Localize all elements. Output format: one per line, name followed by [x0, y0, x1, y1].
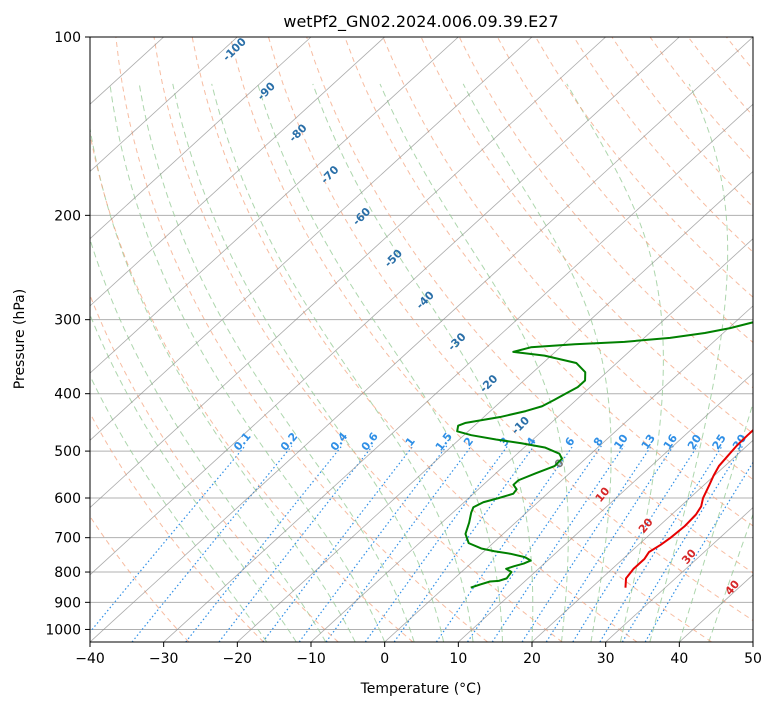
isobar-grid — [90, 37, 753, 630]
moist-adiabat — [462, 83, 612, 642]
isotherm-line — [90, 37, 385, 307]
x-tick-label: 30 — [597, 651, 615, 667]
x-tick-label: −40 — [75, 651, 105, 667]
dry-adiabat — [458, 37, 753, 389]
dry-adiabat — [191, 37, 638, 642]
y-tick-label: 700 — [54, 531, 81, 547]
x-tick-label: 20 — [523, 651, 541, 667]
x-tick-label: 0 — [380, 651, 389, 667]
y-tick-label: 500 — [54, 444, 81, 460]
isotherm-line — [90, 37, 533, 441]
mixing-ratio-line — [185, 445, 343, 642]
x-tick-label: −10 — [296, 651, 326, 667]
isotherm-line — [531, 439, 753, 642]
isotherm-line — [605, 507, 753, 642]
mixing-ratio-line — [90, 445, 246, 634]
dry-adiabat — [306, 37, 753, 574]
dry-adiabat — [268, 37, 753, 622]
mixing-ratio-lines — [90, 445, 753, 642]
dry-adiabat — [153, 37, 563, 642]
y-tick-label: 600 — [54, 491, 81, 507]
isotherm-grid — [90, 37, 753, 642]
temperature-profile-line — [624, 428, 753, 588]
mixing-ratio-line — [621, 445, 744, 642]
mixing-ratio-line — [364, 445, 509, 642]
x-tick-label: 10 — [449, 651, 467, 667]
x-axis-ticks: −40 −30 −20 −10 0 10 20 30 40 50 — [75, 642, 762, 667]
y-tick-label: 900 — [54, 595, 81, 611]
moist-adiabats — [90, 83, 753, 642]
moist-adiabat — [90, 237, 327, 642]
dewpoint-profile-line — [456, 321, 753, 589]
dry-adiabat — [115, 37, 488, 642]
moist-adiabat — [379, 83, 569, 642]
isotherm-line — [384, 305, 753, 642]
chart-title: wetPf2_GN02.2024.006.09.39.E27 — [283, 12, 558, 32]
mixing-ratio-line — [572, 445, 699, 642]
y-axis-label: Pressure (hPa) — [12, 289, 28, 389]
moist-adiabat — [90, 125, 356, 642]
mixing-ratio-line — [298, 445, 448, 642]
mixing-ratio-line — [545, 445, 674, 642]
dry-adiabat — [497, 37, 753, 344]
isotherm-line — [90, 37, 753, 642]
mixing-ratio-line — [262, 445, 414, 642]
y-tick-label: 200 — [54, 208, 81, 224]
moist-adiabat — [257, 83, 504, 642]
y-tick-label: 100 — [54, 30, 81, 46]
mixing-ratio-line — [521, 445, 652, 642]
y-axis-ticks: 100 200 300 400 500 600 700 800 900 1000 — [45, 30, 90, 638]
moist-adiabat — [90, 374, 268, 642]
x-tick-label: 50 — [744, 651, 762, 667]
y-tick-label: 1000 — [45, 622, 81, 638]
dry-adiabats — [90, 37, 753, 642]
isotherm-line — [163, 103, 753, 642]
plot-frame — [89, 36, 754, 643]
isotherm-line — [90, 37, 312, 240]
isotherm-line — [237, 170, 753, 642]
moist-adiabat — [312, 83, 534, 642]
mixing-ratio-line — [218, 445, 373, 642]
y-tick-label: 300 — [54, 313, 81, 329]
profile-series — [456, 321, 753, 589]
y-tick-label: 800 — [54, 565, 81, 581]
mixing-ratio-line — [467, 445, 602, 642]
x-axis-label: Temperature (°C) — [360, 681, 482, 697]
moist-adiabat — [172, 83, 445, 642]
dry-adiabat — [90, 412, 264, 642]
x-tick-label: 40 — [670, 651, 688, 667]
mixing-ratio-line — [491, 445, 625, 642]
isotherm-line — [90, 37, 459, 374]
mixing-ratio-label: 36 — [751, 432, 770, 452]
dry-adiabat — [90, 293, 339, 642]
moist-adiabat — [90, 313, 297, 642]
moist-adiabat — [211, 83, 474, 642]
moist-adiabat — [708, 512, 753, 642]
isotherm-line — [90, 37, 238, 172]
mixing-ratio-line — [599, 445, 723, 642]
moist-adiabat — [678, 401, 753, 642]
dry-adiabat — [229, 37, 712, 642]
x-tick-label: −20 — [223, 651, 253, 667]
moist-adiabat — [138, 83, 415, 642]
y-tick-label: 400 — [54, 387, 81, 403]
isotherm-line — [458, 372, 753, 642]
mixing-ratio-line — [435, 445, 574, 642]
dry-adiabat — [90, 515, 190, 642]
moist-adiabat — [566, 83, 664, 642]
moist-adiabat — [649, 83, 729, 642]
isotherm-line — [90, 37, 680, 576]
mixing-ratio-line — [644, 461, 753, 642]
x-tick-label: −30 — [149, 651, 179, 667]
isotherm-line — [90, 37, 606, 509]
